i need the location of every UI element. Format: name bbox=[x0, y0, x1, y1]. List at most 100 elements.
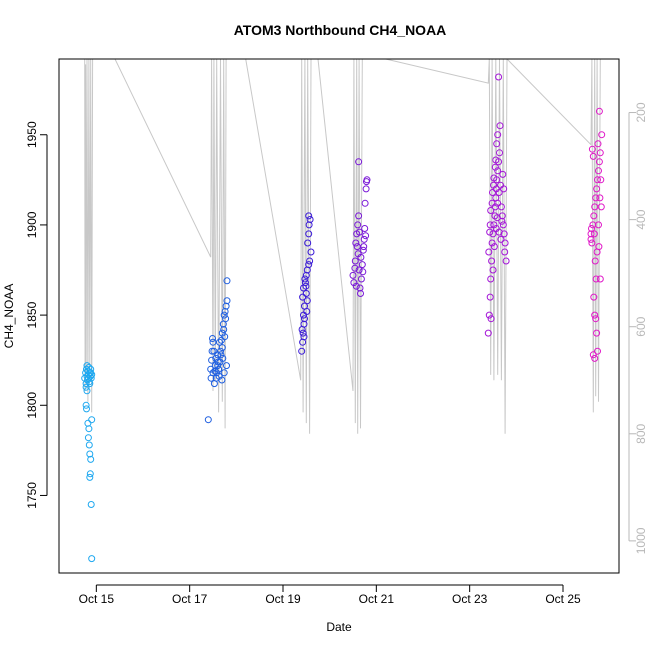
data-point bbox=[302, 290, 310, 297]
data-point bbox=[214, 362, 222, 370]
data-point bbox=[489, 230, 497, 238]
data-point bbox=[86, 380, 94, 388]
data-points-layer bbox=[81, 73, 606, 563]
data-point bbox=[84, 434, 92, 442]
data-point bbox=[486, 221, 494, 229]
data-point bbox=[489, 266, 497, 274]
data-point bbox=[217, 351, 225, 359]
data-point bbox=[354, 221, 362, 229]
data-point bbox=[83, 405, 90, 413]
data-point bbox=[349, 271, 357, 279]
x-axis: Oct 15 Oct 17 Oct 19 Oct 21 Oct 23 Oct 25 bbox=[79, 584, 581, 606]
data-point bbox=[590, 230, 598, 238]
data-point bbox=[593, 185, 601, 193]
data-point bbox=[595, 158, 603, 166]
data-point bbox=[299, 329, 307, 337]
data-point bbox=[361, 225, 369, 232]
data-point bbox=[305, 212, 313, 220]
data-point bbox=[215, 365, 223, 373]
data-point bbox=[222, 315, 230, 323]
data-point bbox=[490, 221, 498, 229]
data-point bbox=[487, 315, 495, 323]
data-point bbox=[355, 158, 363, 166]
data-point bbox=[207, 374, 215, 382]
data-point bbox=[359, 268, 367, 276]
x-tick-label: Oct 17 bbox=[172, 592, 208, 606]
data-point bbox=[301, 279, 309, 287]
data-point bbox=[595, 221, 602, 229]
data-point bbox=[497, 235, 505, 243]
data-point bbox=[357, 290, 364, 297]
x-tick-label: Oct 25 bbox=[545, 592, 581, 606]
data-point bbox=[590, 293, 598, 301]
data-point bbox=[355, 266, 363, 274]
data-point bbox=[358, 261, 366, 269]
data-point bbox=[501, 239, 509, 247]
data-point bbox=[83, 362, 91, 370]
data-point bbox=[204, 416, 212, 424]
data-point bbox=[361, 199, 369, 207]
data-point bbox=[494, 131, 502, 139]
data-point bbox=[209, 338, 217, 346]
data-point bbox=[596, 275, 604, 283]
data-point bbox=[487, 207, 495, 214]
series-6 bbox=[587, 107, 606, 362]
data-point bbox=[490, 174, 498, 182]
data-point bbox=[500, 185, 508, 193]
y2-tick-label: 1000 bbox=[634, 527, 648, 554]
data-point bbox=[360, 243, 368, 251]
data-point bbox=[211, 367, 219, 375]
data-point bbox=[82, 383, 90, 391]
data-point bbox=[494, 167, 502, 175]
x-axis-label: Date bbox=[326, 620, 352, 634]
data-point bbox=[355, 212, 363, 220]
data-point bbox=[502, 257, 510, 265]
data-point bbox=[220, 369, 228, 377]
data-point bbox=[591, 257, 599, 265]
data-point bbox=[298, 326, 306, 333]
x-tick-label: Oct 21 bbox=[359, 592, 395, 606]
data-point bbox=[492, 156, 500, 164]
data-point bbox=[298, 347, 306, 355]
x-tick-label: Oct 15 bbox=[79, 592, 115, 606]
data-point bbox=[208, 356, 216, 364]
data-point bbox=[306, 216, 314, 223]
y-axis-label: CH4_NOAA bbox=[2, 284, 16, 349]
data-point bbox=[593, 329, 601, 337]
y-tick-label: 1750 bbox=[25, 482, 39, 509]
chart-title: ATOM3 Northbound CH4_NOAA bbox=[234, 22, 447, 38]
data-point bbox=[217, 347, 224, 355]
data-point bbox=[495, 189, 503, 196]
y2-tick-label: 200 bbox=[634, 102, 648, 122]
data-point bbox=[501, 248, 509, 256]
data-point bbox=[352, 282, 360, 290]
data-point bbox=[210, 380, 218, 388]
data-point bbox=[588, 239, 596, 247]
data-point bbox=[491, 163, 499, 171]
data-point bbox=[592, 275, 600, 283]
altitude-trace-line bbox=[84, 59, 601, 434]
data-point bbox=[484, 329, 492, 337]
data-point bbox=[596, 194, 604, 202]
data-point bbox=[589, 152, 597, 160]
data-point bbox=[485, 311, 493, 319]
y-tick-label: 1850 bbox=[25, 301, 39, 328]
y-axis: 1750 1800 1850 1900 1950 bbox=[25, 121, 48, 509]
data-point bbox=[596, 149, 604, 157]
data-point bbox=[87, 501, 95, 508]
data-point bbox=[351, 257, 359, 265]
data-point bbox=[218, 344, 226, 352]
data-point bbox=[213, 369, 221, 377]
data-point bbox=[219, 354, 227, 362]
series-5 bbox=[484, 73, 510, 337]
data-point bbox=[488, 257, 496, 265]
data-point bbox=[487, 275, 495, 283]
y-tick-label: 1950 bbox=[25, 121, 39, 148]
data-point bbox=[220, 326, 228, 333]
data-point bbox=[305, 230, 313, 238]
data-point bbox=[591, 311, 599, 319]
series-2 bbox=[204, 277, 231, 424]
data-point bbox=[587, 235, 595, 243]
data-point bbox=[488, 239, 496, 247]
data-point bbox=[486, 228, 494, 236]
